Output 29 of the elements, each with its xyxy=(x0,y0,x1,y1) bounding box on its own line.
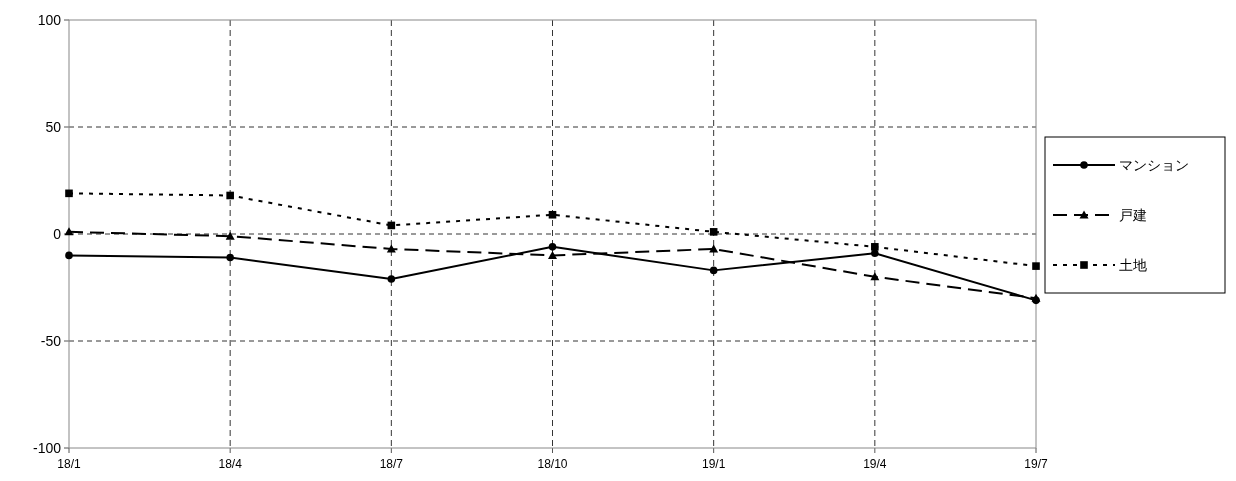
x-tick-label: 18/10 xyxy=(537,457,568,471)
legend-label: 戸建 xyxy=(1119,207,1147,223)
point xyxy=(226,191,234,200)
y-tick-label: 50 xyxy=(45,119,62,135)
x-tick-label: 18/7 xyxy=(379,457,404,471)
legend-label: 土地 xyxy=(1119,257,1147,273)
point xyxy=(1032,262,1040,270)
point xyxy=(709,228,718,236)
x-tick-label: 19/7 xyxy=(1024,457,1048,471)
y-tick-label: 0 xyxy=(53,226,62,242)
legend-label: マンション xyxy=(1119,157,1189,173)
point xyxy=(225,231,235,240)
point xyxy=(65,251,73,260)
y-tick-label: -50 xyxy=(40,333,62,349)
point xyxy=(871,249,879,258)
point xyxy=(709,266,718,275)
point xyxy=(387,275,396,283)
x-tick-label: 18/4 xyxy=(218,457,243,471)
point xyxy=(548,250,557,259)
point xyxy=(870,272,880,281)
point xyxy=(226,253,234,262)
x-tick-label: 19/4 xyxy=(863,457,887,471)
point xyxy=(65,189,73,198)
point xyxy=(548,243,557,251)
y-tick-label: -100 xyxy=(32,440,62,456)
y-tick-label: 100 xyxy=(37,12,62,28)
x-tick-label: 19/1 xyxy=(701,457,726,471)
x-tick-label: 18/1 xyxy=(57,457,81,471)
point xyxy=(548,210,557,219)
